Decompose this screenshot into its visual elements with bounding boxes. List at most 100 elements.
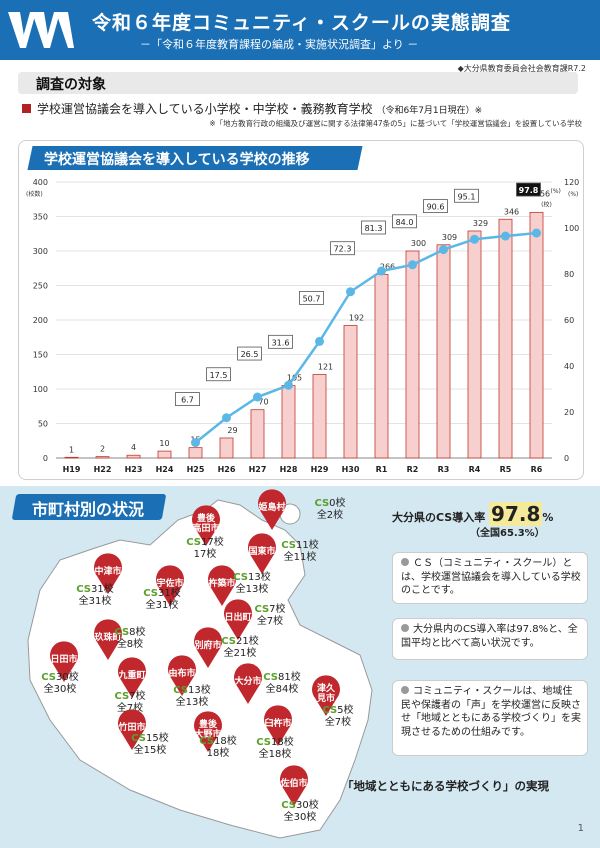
map-pin-icon <box>117 657 147 698</box>
rate-point <box>439 245 448 255</box>
y-right-tick-label: 80 <box>564 270 574 279</box>
credit-text: ◆大分県教育委員会社会教育課R7.2 <box>457 64 586 73</box>
cs-prefix: CS <box>186 537 201 548</box>
y-right-tick-label: 60 <box>564 316 574 325</box>
cs-prefix: CS <box>173 685 188 696</box>
square-bullet-icon <box>22 104 31 113</box>
rate-point <box>470 234 479 244</box>
cs-number: 30校 <box>56 670 79 683</box>
rate-point <box>532 228 541 238</box>
cs-count: CS13校 <box>173 683 210 696</box>
cs-number: 13校 <box>248 570 271 583</box>
total-schools: 全84校 <box>266 682 299 695</box>
map-pin-icon <box>248 533 277 574</box>
pin-name: 豊後 <box>197 512 216 524</box>
cs-count: CS7校 <box>254 602 285 615</box>
pin-name: 別府市 <box>193 639 221 651</box>
cs-count: CS7校 <box>114 689 145 702</box>
cs-number: 11校 <box>296 538 319 551</box>
target-line: 学校運営協議会を導入している小学校・中学校・義務教育学校 （令和6年7月1日現在… <box>22 100 482 117</box>
cs-prefix: CS <box>131 733 146 744</box>
x-tick-label: H19 <box>63 465 81 474</box>
y-left-tick-label: 400 <box>33 178 48 187</box>
cs-prefix: CS <box>114 627 129 638</box>
rate-label-box <box>206 367 231 382</box>
total-schools: 全2校 <box>317 508 343 521</box>
rate-label: 17.5 <box>210 371 228 380</box>
bar <box>343 325 358 459</box>
pin-name: 大分市 <box>234 675 261 687</box>
pin-name: 津久 <box>317 682 336 694</box>
pin-name: 竹田市 <box>117 721 145 733</box>
x-tick-label: R6 <box>531 465 543 474</box>
bar-value-label: 121 <box>318 363 333 372</box>
total-schools: 全8校 <box>117 637 143 650</box>
x-tick-label: R1 <box>376 465 388 474</box>
rate-label: 95.1 <box>458 192 476 201</box>
bar-value-label: 346 <box>504 207 519 216</box>
y-left-tick-label: 300 <box>33 247 48 256</box>
cs-count: CS30校 <box>41 670 78 683</box>
cs-count: CS11校 <box>281 538 318 551</box>
bar <box>95 456 110 459</box>
x-tick-label: H30 <box>342 465 360 474</box>
bar-value-label: 300 <box>411 239 426 248</box>
cs-prefix: CS <box>221 636 236 647</box>
cs-number: 18校 <box>214 734 237 747</box>
rate-label: 90.6 <box>427 203 445 212</box>
cs-prefix: CS <box>114 691 129 702</box>
cs-number: 31校 <box>91 582 114 595</box>
cs-number: 7校 <box>269 602 285 615</box>
pin-name: 姫島村 <box>258 501 285 513</box>
cs-count: CS18校 <box>199 734 236 747</box>
map-pin-icon <box>117 709 147 750</box>
total-schools: 全15校 <box>134 743 167 756</box>
x-tick-label: H27 <box>249 465 267 474</box>
target-date: （令和6年7月1日現在）※ <box>376 106 483 116</box>
chart-title: 学校運営協議会を導入している学校の推移 <box>44 152 310 168</box>
pin-name: 玖珠町 <box>94 631 121 643</box>
cs-number: 17校 <box>201 535 224 548</box>
map-pin-icon <box>264 705 292 746</box>
rate-label-box <box>330 241 355 256</box>
y-right-unit: (%) <box>568 191 578 198</box>
cs-prefix: CS <box>199 736 214 747</box>
y-right-tick-label: 20 <box>564 408 574 417</box>
total-schools: 全31校 <box>79 594 112 607</box>
map-pin-icon <box>50 641 79 682</box>
cs-number: 81校 <box>278 670 301 683</box>
pin-name: 臼杵市 <box>264 717 291 729</box>
x-tick-label: H26 <box>218 465 236 474</box>
rate-label-box <box>299 290 324 305</box>
x-tick-label: H23 <box>125 465 143 474</box>
y-left-tick-label: 250 <box>33 282 48 291</box>
info-box-3: コミュニティ・スクールは、地域住民や保護者の「声」を学校運営に反映させ「地域とと… <box>392 680 588 756</box>
cs-rate-unit: % <box>542 511 554 524</box>
x-tick-label: H25 <box>187 465 205 474</box>
bullet-dot-icon <box>401 686 409 694</box>
pin-name: 九重町 <box>117 669 145 681</box>
rate-label-box <box>423 199 448 214</box>
bar <box>405 250 420 459</box>
cs-number: 31校 <box>158 586 181 599</box>
pin-name: 佐伯市 <box>279 777 307 789</box>
pin-name: 高田市 <box>192 522 219 534</box>
rate-point <box>377 266 386 276</box>
cs-number: 21校 <box>236 634 259 647</box>
rate-label-box <box>175 392 200 406</box>
cs-prefix: CS <box>281 800 296 811</box>
x-tick-label: H28 <box>280 465 298 474</box>
rate-label: 6.7 <box>181 396 194 405</box>
cs-number: 8校 <box>129 625 145 638</box>
page-number: 1 <box>577 823 584 834</box>
rate-line <box>194 231 537 444</box>
x-tick-label: H29 <box>311 465 329 474</box>
y-left-tick-label: 100 <box>33 385 48 394</box>
y-left-tick-label: 50 <box>38 420 48 429</box>
last-bar-unit: (校) <box>541 200 552 208</box>
cs-number: 15校 <box>146 731 169 744</box>
total-schools: 全21校 <box>224 646 257 659</box>
cs-count: CS8校 <box>114 625 145 638</box>
